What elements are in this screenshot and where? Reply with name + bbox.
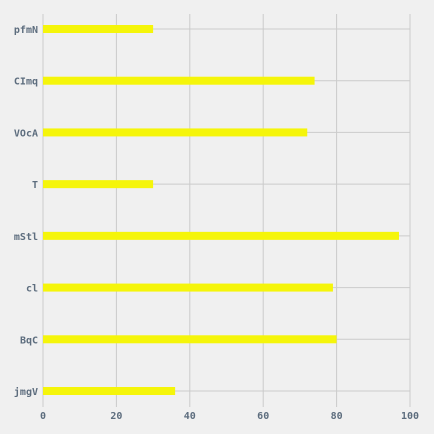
x-tick-label: 80 <box>331 411 343 422</box>
bar-CImq <box>43 76 315 85</box>
y-tick-label: CImq <box>14 77 38 88</box>
y-tick-label: T <box>32 180 38 191</box>
x-tick-label: 60 <box>257 411 269 422</box>
y-tick-label: VOcA <box>14 128 38 139</box>
grid-lines <box>42 14 411 407</box>
y-tick-label: pfmN <box>14 25 38 36</box>
bar-jmgV <box>43 387 176 395</box>
bars <box>43 25 399 395</box>
bar-cl <box>43 283 333 292</box>
y-tick-label: mStl <box>14 232 38 243</box>
bar-T <box>43 180 154 189</box>
x-tick-labels: 0 20 40 60 80 100 <box>40 411 419 422</box>
y-tick-label: BqC <box>20 335 38 346</box>
x-tick-label: 20 <box>110 411 122 422</box>
x-tick-label: 100 <box>401 411 419 422</box>
y-tick-label: cl <box>26 284 38 295</box>
bar-VOcA <box>43 128 308 137</box>
x-tick-label: 40 <box>184 411 196 422</box>
bar-BqC <box>43 335 337 344</box>
x-tick-label: 0 <box>40 411 46 422</box>
bar-mStl <box>43 231 399 240</box>
y-tick-label: jmgV <box>14 386 38 398</box>
bar-pfmN <box>43 25 154 33</box>
